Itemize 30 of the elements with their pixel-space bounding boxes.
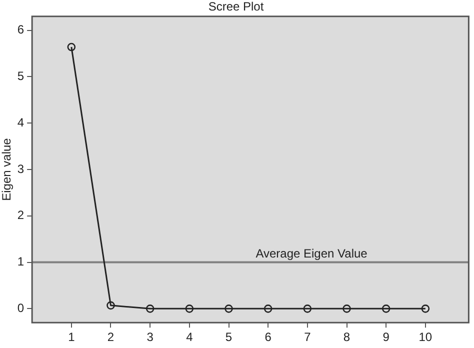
point (303, 304, 312, 313)
y-tick-label: 2 (17, 208, 24, 222)
point (382, 304, 390, 313)
x-tick-label: 1 (68, 330, 76, 344)
x-tick-label: 8 (343, 330, 350, 344)
point (264, 304, 272, 313)
point (185, 304, 194, 313)
point (421, 304, 430, 313)
y-tick-label: 0 (17, 300, 24, 315)
x-tick-label: 3 (146, 330, 154, 344)
y-tick-label: 4 (17, 115, 24, 130)
x-tick-label: 9 (382, 330, 390, 344)
x-tick-label: 7 (304, 330, 312, 344)
y-tick-label: 1 (17, 254, 24, 269)
x-tick-label: 5 (225, 330, 232, 344)
x-tick-label: 4 (186, 330, 194, 344)
point (106, 301, 115, 310)
y-tick-label: 6 (17, 22, 24, 37)
point (67, 42, 76, 52)
y-axis-title: Eigen value (0, 138, 14, 201)
chart-title: Scree Plot (208, 0, 264, 14)
x-tick-label: 10 (418, 330, 432, 344)
point (342, 304, 351, 313)
ref-line-label: Average Eigen Value (256, 246, 368, 261)
x-tick-label: 6 (264, 330, 272, 344)
point (146, 304, 154, 313)
x-tick-label: 2 (107, 330, 114, 344)
y-tick-label: 3 (17, 162, 24, 176)
point (224, 304, 233, 313)
y-tick-label: 5 (17, 69, 24, 84)
